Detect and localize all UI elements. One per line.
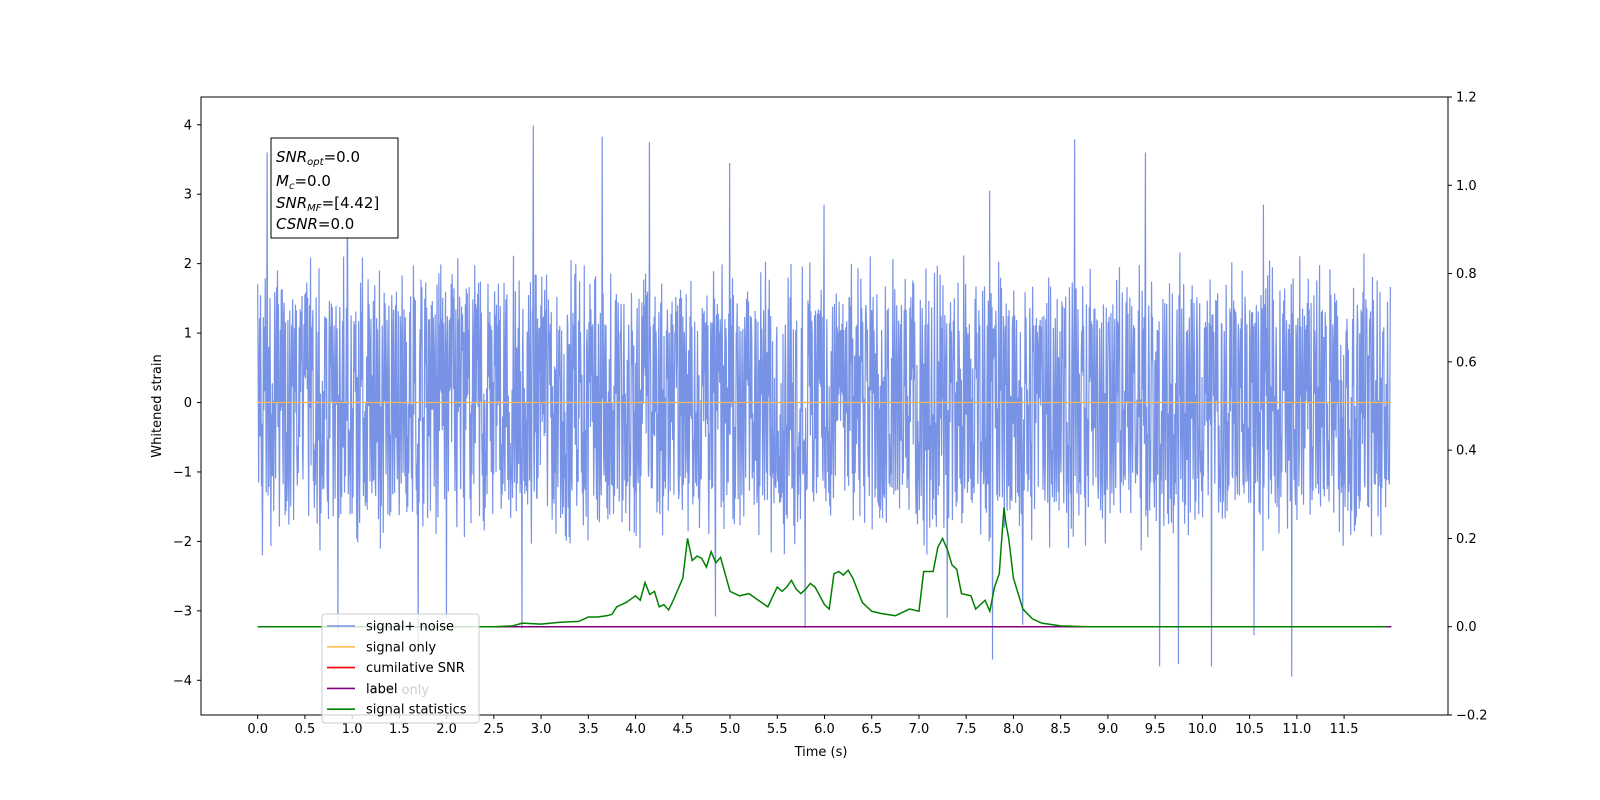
x-tick-label: 11.5: [1330, 722, 1359, 737]
y-tick-label: −3: [173, 604, 192, 619]
y2-tick-label: 1.0: [1456, 179, 1477, 194]
legend-hidden-label: label only: [366, 683, 429, 698]
legend-label: cumilative SNR: [366, 661, 465, 676]
x-tick-label: 10.0: [1188, 722, 1217, 737]
x-tick-label: 8.5: [1050, 722, 1071, 737]
x-tick-label: 2.5: [484, 722, 505, 737]
y-tick-label: −1: [173, 465, 192, 480]
y-tick-label: 1: [184, 327, 192, 342]
series-signal-plus-noise: [257, 125, 1391, 677]
x-tick-label: 5.0: [720, 722, 741, 737]
y2-tick-label: 0.0: [1456, 620, 1477, 635]
x-tick-label: 9.5: [1145, 722, 1166, 737]
x-tick-label: 1.0: [342, 722, 363, 737]
y2-tick-label: 0.2: [1456, 532, 1477, 547]
ann-snr-mf-value: =[4.42]: [322, 194, 380, 212]
x-tick-label: 9.0: [1098, 722, 1119, 737]
x-tick-label: 0.5: [295, 722, 316, 737]
ann-csnr-symbol: CSNR: [276, 215, 318, 233]
legend-label: signal+ noise: [366, 620, 454, 635]
x-tick-label: 5.5: [767, 722, 788, 737]
y2-tick-label: 0.6: [1456, 355, 1477, 370]
ann-snr-opt-sub: opt: [307, 157, 324, 168]
svg-text:SNRMF=[4.42]: SNRMF=[4.42]: [276, 194, 379, 214]
stats-annotation: SNRopt=0.0 Mc=0.0 SNRMF=[4.42] CSNR=0.0: [270, 137, 399, 239]
y2-tick-label: 0.8: [1456, 267, 1477, 282]
x-tick-label: 6.0: [814, 722, 835, 737]
y-tick-label: 3: [184, 188, 192, 203]
x-tick-label: 7.0: [909, 722, 930, 737]
x-tick-label: 1.5: [389, 722, 410, 737]
ann-snr-mf-sub: MF: [307, 203, 322, 214]
x-tick-label: 4.0: [625, 722, 646, 737]
y2-tick-label: 0.4: [1456, 444, 1477, 459]
annotation-box: [270, 137, 399, 239]
y-tick-label: 2: [184, 257, 192, 272]
legend-label: label: [366, 682, 397, 697]
y-tick-label: 4: [184, 118, 192, 133]
ann-mc-value: =0.0: [294, 172, 330, 190]
x-tick-label: 3.5: [578, 722, 599, 737]
legend-label: signal only: [366, 640, 436, 655]
x-tick-label: 3.0: [531, 722, 552, 737]
y-axis-label: Whitened strain: [150, 354, 165, 457]
x-tick-label: 8.0: [1003, 722, 1024, 737]
ann-mc-symbol: M: [276, 172, 289, 190]
ann-snr-opt-value: =0.0: [324, 148, 360, 166]
series-signal-statistics: [257, 507, 1387, 628]
x-tick-label: 7.5: [956, 722, 977, 737]
y2-tick-label: −0.2: [1456, 709, 1488, 724]
x-tick-label: 6.5: [861, 722, 882, 737]
x-tick-label: 0.0: [247, 722, 268, 737]
legend: label only signal+ noise signal only cumil…: [321, 613, 480, 724]
svg-text:CSNR=0.0: CSNR=0.0: [276, 215, 354, 233]
svg-text:SNRopt=0.0: SNRopt=0.0: [276, 148, 360, 168]
ann-csnr-value: =0.0: [318, 215, 354, 233]
y-tick-label: −2: [173, 535, 192, 550]
ann-mc-sub: c: [289, 181, 295, 192]
svg-text:Mc=0.0: Mc=0.0: [276, 172, 331, 192]
ann-snr-mf-symbol: SNR: [276, 194, 307, 212]
x-axis-label: Time (s): [794, 745, 848, 760]
legend-box: [321, 613, 480, 724]
y-tick-label: −4: [173, 674, 192, 689]
legend-label: signal statistics: [366, 703, 467, 718]
x-tick-label: 4.5: [672, 722, 693, 737]
x-tick-label: 2.0: [436, 722, 457, 737]
x-tick-label: 11.0: [1282, 722, 1311, 737]
y2-tick-label: 1.2: [1456, 91, 1477, 106]
x-tick-label: 10.5: [1235, 722, 1264, 737]
y-tick-label: 0: [184, 396, 192, 411]
ann-snr-opt-symbol: SNR: [276, 148, 307, 166]
